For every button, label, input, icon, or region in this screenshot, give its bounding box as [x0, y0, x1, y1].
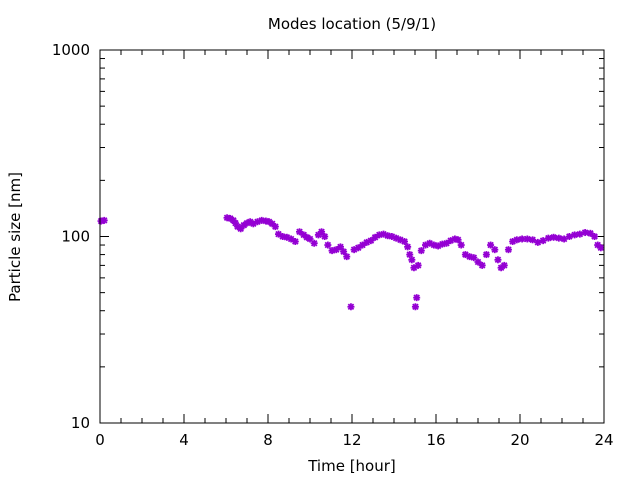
data-point: [310, 239, 318, 247]
data-point: [555, 234, 563, 242]
chart-title: Modes location (5/9/1): [268, 15, 436, 33]
data-point: [271, 223, 279, 231]
axis-ticks: 0 4 8 12 16 20 24 10 100 1000: [52, 41, 614, 449]
data-point: [581, 229, 589, 237]
data-point: [411, 303, 419, 311]
data-point: [291, 238, 299, 246]
x-tick-label: 8: [263, 431, 273, 449]
data-point: [100, 216, 108, 224]
data-point: [491, 246, 499, 254]
data-point: [487, 241, 495, 249]
y-tick-label: 100: [61, 228, 90, 246]
data-point: [478, 261, 486, 269]
x-tick-label: 20: [510, 431, 529, 449]
data-point: [457, 241, 465, 249]
data-point: [413, 294, 421, 302]
data-point: [401, 238, 408, 246]
data-point: [404, 243, 412, 251]
x-tick-label: 0: [95, 431, 105, 449]
data-point: [408, 256, 416, 264]
y-tick-label: 1000: [52, 41, 90, 59]
data-point: [417, 247, 425, 255]
data-points: [97, 214, 605, 311]
x-tick-label: 24: [594, 431, 613, 449]
data-point: [321, 233, 329, 240]
x-tick-label: 16: [426, 431, 445, 449]
data-point: [324, 241, 332, 249]
data-point: [518, 235, 526, 243]
data-point: [343, 253, 351, 261]
data-point: [597, 244, 605, 252]
data-point: [504, 246, 512, 254]
data-point: [414, 261, 422, 269]
data-point: [482, 251, 490, 259]
x-axis-label: Time [hour]: [307, 457, 396, 475]
x-tick-label: 4: [179, 431, 189, 449]
data-point: [454, 236, 462, 244]
x-tick-label: 12: [342, 431, 361, 449]
data-point: [336, 243, 344, 251]
plot-frame: [99, 49, 605, 424]
data-point: [347, 303, 355, 311]
data-point: [576, 230, 584, 238]
data-point: [494, 256, 502, 264]
data-point: [500, 261, 508, 269]
y-axis-label: Particle size [nm]: [6, 172, 24, 302]
data-point: [340, 248, 348, 256]
data-point: [544, 234, 552, 242]
y-tick-label: 10: [71, 414, 90, 432]
data-point: [318, 228, 326, 236]
data-point: [426, 239, 434, 247]
data-point: [591, 233, 599, 240]
